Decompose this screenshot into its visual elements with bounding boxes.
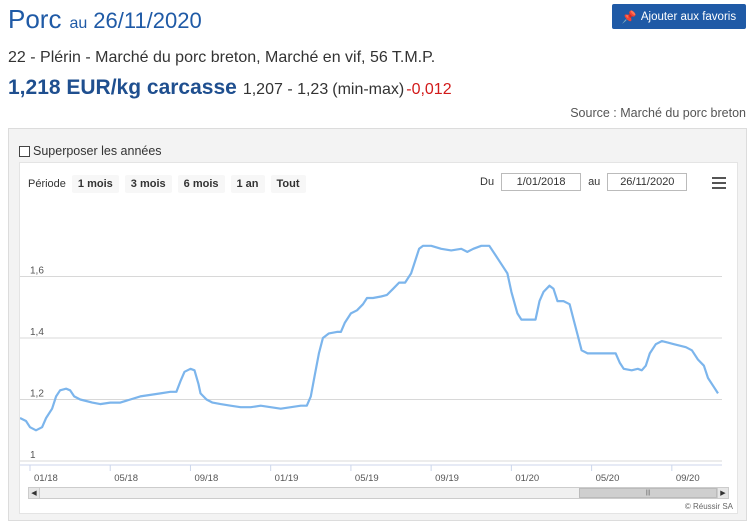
range-button-3-months[interactable]: 3 mois — [124, 175, 172, 193]
price-row: 1,218 EUR/kg carcasse 1,207 - 1,23 (min-… — [8, 76, 452, 100]
x-tick-label: 01/18 — [34, 473, 58, 484]
overlay-years-label: Superposer les années — [33, 144, 162, 158]
scroll-right-arrow-icon[interactable]: ▶ — [717, 488, 728, 498]
y-tick-label: 1,2 — [30, 389, 44, 400]
from-date-input[interactable]: 1/01/2018 — [501, 173, 582, 191]
overlay-years-toggle[interactable]: Superposer les années — [19, 144, 162, 158]
y-tick-label: 1,4 — [30, 327, 44, 338]
from-date-label: Du — [480, 176, 495, 188]
title-au-label: au — [69, 15, 88, 32]
price-change: -0,012 — [406, 81, 452, 98]
navigator-scrollbar[interactable]: ◀ ||| ▶ — [28, 487, 729, 499]
range-button-1-year[interactable]: 1 an — [230, 175, 265, 193]
x-tick-label: 05/20 — [596, 473, 620, 484]
range-button-1-month[interactable]: 1 mois — [71, 175, 119, 193]
y-tick-label: 1 — [30, 450, 36, 461]
pin-icon: 📌 — [621, 9, 637, 24]
to-date-input[interactable]: 26/11/2020 — [607, 173, 688, 191]
range-button-all[interactable]: Tout — [270, 175, 306, 193]
title-row: Porc au 26/11/2020 — [8, 4, 202, 35]
market-subtitle: 22 - Plérin - Marché du porc breton, Mar… — [8, 49, 436, 66]
add-to-favorites-label: Ajouter aux favoris — [640, 10, 737, 23]
scrollbar-thumb[interactable]: ||| — [579, 488, 717, 498]
scroll-left-arrow-icon[interactable]: ◀ — [29, 488, 40, 498]
x-tick-label: 09/18 — [194, 473, 218, 484]
x-tick-label: 09/20 — [676, 473, 700, 484]
price-minmax-label: (min-max) — [332, 81, 405, 98]
chart-container: Période 1 mois 3 mois 6 mois 1 an Tout D… — [19, 162, 738, 514]
price-range: 1,207 - 1,23 — [242, 81, 329, 98]
add-to-favorites-button[interactable]: 📌 Ajouter aux favoris — [612, 4, 746, 29]
x-tick-label: 01/20 — [515, 473, 539, 484]
x-tick-label: 09/19 — [435, 473, 459, 484]
source-label: Source : Marché du porc breton — [570, 106, 746, 120]
overlay-years-checkbox[interactable] — [19, 145, 30, 157]
range-selector: Période 1 mois 3 mois 6 mois 1 an Tout — [28, 175, 306, 193]
price-series-line — [20, 244, 719, 432]
page-title: Porc — [8, 4, 62, 34]
to-date-label: au — [588, 176, 601, 188]
line-chart: 1 1,2 1,4 1,6 01/18 05/18 09/18 01/19 05/19 09/19… — [20, 244, 722, 484]
price-main: 1,218 EUR/kg carcasse — [8, 76, 237, 99]
y-tick-label: 1,6 — [30, 266, 44, 277]
date-range-inputs: Du 1/01/2018 au 26/11/2020 — [480, 173, 694, 191]
x-tick-label: 05/19 — [355, 473, 379, 484]
chart-panel: Superposer les années Période 1 mois 3 m… — [8, 128, 747, 521]
title-date: 26/11/2020 — [93, 8, 202, 33]
x-tick-label: 05/18 — [114, 473, 138, 484]
range-selector-label: Période — [28, 178, 66, 190]
x-tick-label: 01/19 — [275, 473, 299, 484]
hamburger-menu-icon[interactable] — [712, 177, 726, 189]
range-button-6-months[interactable]: 6 mois — [177, 175, 225, 193]
chart-credit: © Réussir SA — [684, 502, 733, 511]
